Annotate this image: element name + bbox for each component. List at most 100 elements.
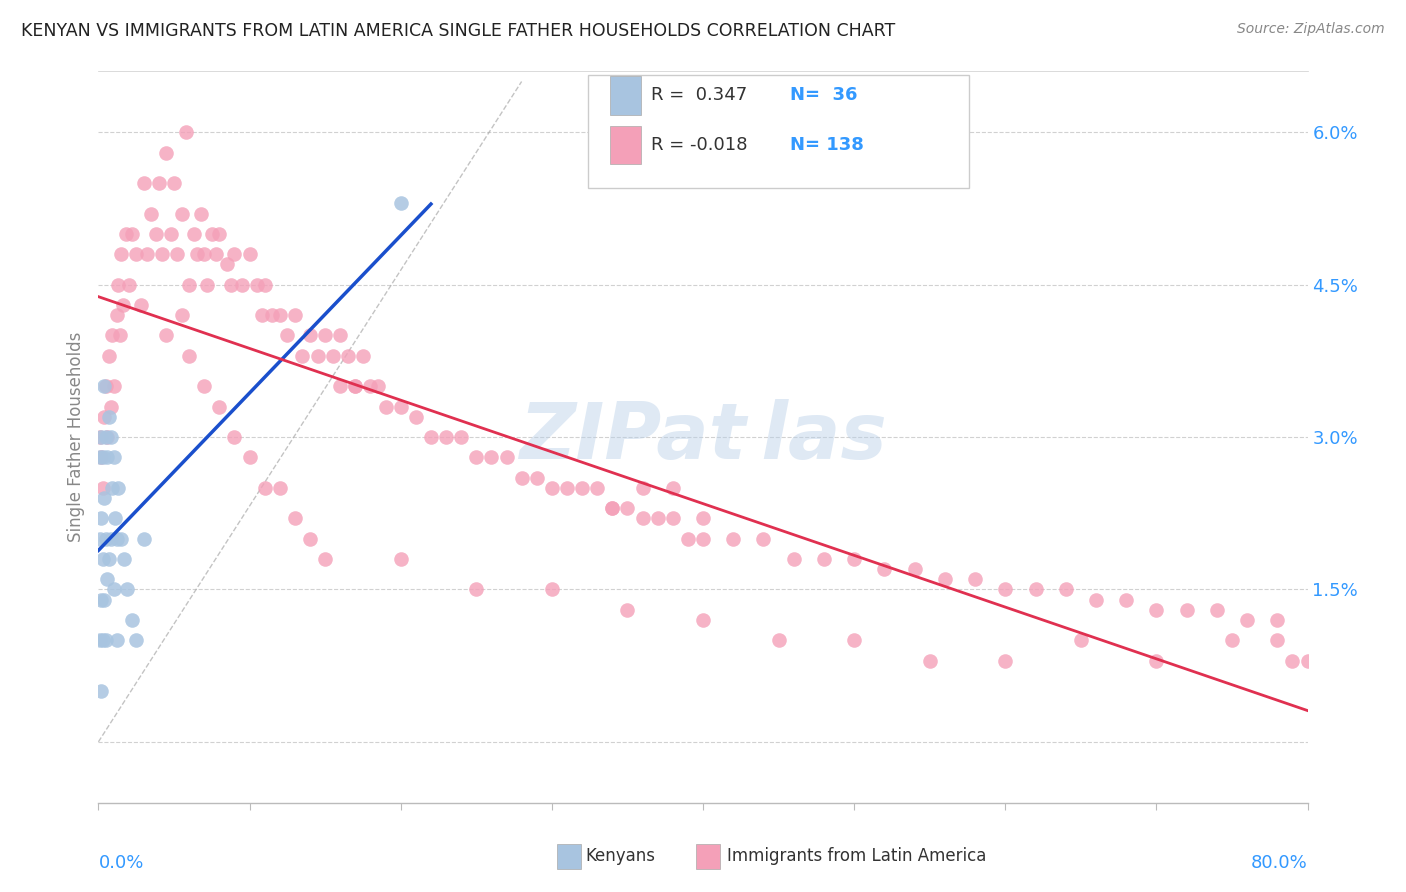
Point [555,481,578,495]
Point [94,379,117,393]
Point [98,552,121,566]
Point [314,552,336,566]
Point [205,247,228,261]
Point [299,328,322,343]
Point [90,592,112,607]
Point [1236,613,1258,627]
FancyBboxPatch shape [588,75,969,188]
Point [783,552,806,566]
Point [145,227,167,241]
Point [1144,654,1167,668]
Point [132,176,155,190]
Point [91,450,114,465]
Point [94,430,117,444]
Point [231,277,253,292]
Point [190,206,212,220]
Point [752,532,775,546]
Point [616,501,638,516]
Point [344,379,367,393]
Point [101,481,124,495]
Point [1206,603,1229,617]
Point [262,308,284,322]
Point [155,145,177,160]
Point [1281,654,1303,668]
Point [208,400,231,414]
Point [179,277,201,292]
Point [104,511,127,525]
Point [93,491,115,505]
Point [1085,592,1108,607]
Point [1070,633,1092,648]
Point [918,654,941,668]
Text: 80.0%: 80.0% [1251,854,1308,872]
Point [132,532,155,546]
Point [994,654,1017,668]
Text: N=  36: N= 36 [790,87,858,104]
FancyBboxPatch shape [610,77,641,114]
Point [307,349,329,363]
Text: KENYAN VS IMMIGRANTS FROM LATIN AMERICA SINGLE FATHER HOUSEHOLDS CORRELATION CHA: KENYAN VS IMMIGRANTS FROM LATIN AMERICA … [21,22,896,40]
Point [193,379,215,393]
Point [105,532,128,546]
Point [115,582,138,597]
Point [183,227,205,241]
Point [101,328,124,343]
Point [540,481,562,495]
Point [360,379,382,393]
Point [246,277,269,292]
Point [98,409,121,424]
Point [186,247,208,261]
Point [174,125,197,139]
Point [118,277,141,292]
Point [465,582,488,597]
Point [155,328,177,343]
Point [344,379,367,393]
Point [405,409,427,424]
Point [100,532,122,546]
Point [873,562,896,576]
Point [166,247,188,261]
Point [692,613,714,627]
Point [125,247,148,261]
Point [90,511,112,525]
Point [93,592,115,607]
Point [844,633,866,648]
Point [1267,633,1289,648]
Point [93,379,115,393]
Point [96,450,118,465]
Point [269,481,291,495]
Point [1267,613,1289,627]
Point [692,511,714,525]
Text: R =  0.347: R = 0.347 [651,87,747,104]
Point [1175,603,1198,617]
Point [112,552,135,566]
Point [195,277,218,292]
Point [571,481,593,495]
Point [107,277,129,292]
Point [1115,592,1137,607]
Point [105,308,128,322]
Point [389,196,412,211]
Point [114,227,136,241]
Point [389,552,412,566]
Point [723,532,745,546]
Point [100,430,122,444]
Point [1220,633,1243,648]
Point [239,450,262,465]
Point [631,511,654,525]
Point [215,257,238,271]
Point [90,430,112,444]
Point [904,562,927,576]
Point [434,430,457,444]
Point [374,400,396,414]
Point [89,430,111,444]
Point [91,552,114,566]
Point [1144,603,1167,617]
Point [965,572,987,586]
Point [110,532,132,546]
Point [107,481,129,495]
Point [89,532,111,546]
Point [163,176,186,190]
Point [135,247,157,261]
Point [93,409,115,424]
